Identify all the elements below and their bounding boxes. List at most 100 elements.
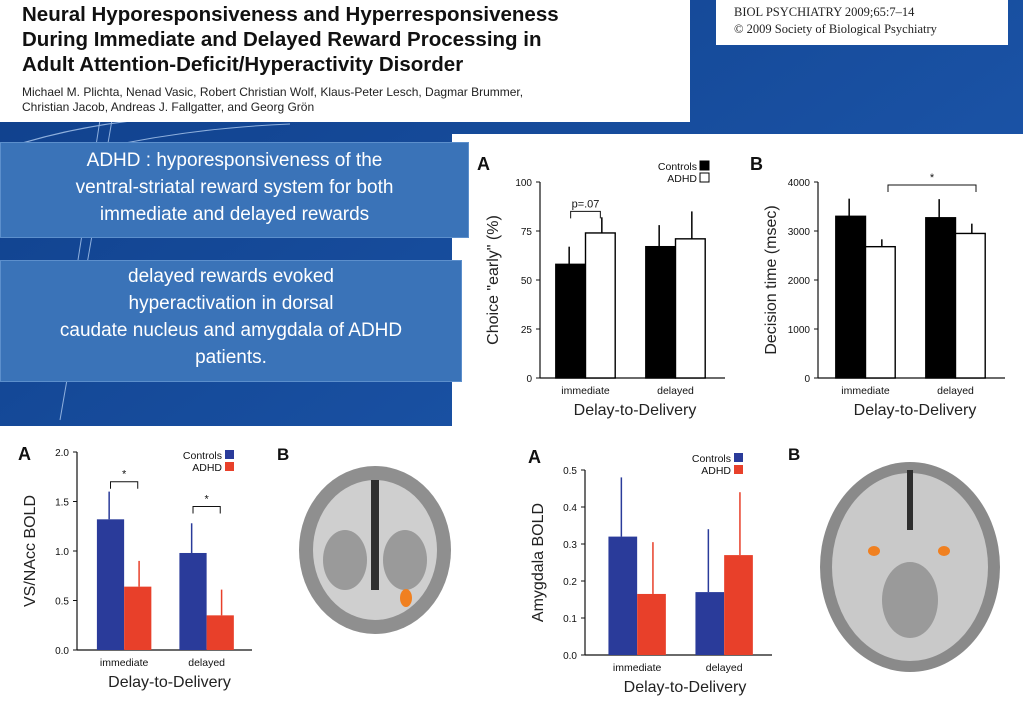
bar-adhd-delayed	[206, 615, 234, 650]
bar-adhd-delayed	[724, 555, 753, 655]
significance-bracket	[192, 505, 221, 514]
author-line: Christian Jacob, Andreas J. Fallgatter, …	[22, 100, 315, 114]
bar-controls-delayed	[925, 217, 957, 379]
significance-bracket	[887, 184, 977, 192]
y-tick-label: 0.4	[563, 503, 577, 514]
y-tick-label: 25	[521, 325, 533, 336]
significance-bracket	[570, 210, 601, 219]
x-axis-label: Delay-to-Delivery	[108, 674, 231, 691]
y-axis-label: VS/NAcc BOLD	[22, 495, 39, 607]
note-line: ventral-striatal reward system for both	[75, 177, 394, 198]
legend-label: ADHD	[701, 465, 731, 477]
panel-letter-b: B	[277, 445, 289, 464]
paper-authors: Michael M. Plichta, Nenad Vasic, Robert …	[22, 85, 682, 115]
bar-controls-delayed	[645, 245, 677, 379]
x-tick-label: immediate	[561, 385, 610, 397]
significance-label: p=.07	[572, 198, 600, 210]
y-tick-label: 0.2	[563, 577, 577, 588]
legend-swatch	[734, 453, 743, 462]
paper-title: Neural Hyporesponsiveness and Hyperrespo…	[22, 2, 687, 77]
bar-controls-delayed	[695, 592, 725, 655]
bar-adhd-immediate	[864, 245, 896, 379]
y-tick-label: 0	[526, 374, 532, 385]
brain-axial-image	[820, 462, 1000, 672]
y-tick-label: 0.1	[563, 614, 577, 625]
note-line: caudate nucleus and amygdala of ADHD	[59, 320, 403, 341]
x-tick-label: immediate	[841, 385, 890, 397]
y-tick-label: 0.0	[563, 651, 577, 662]
y-tick-label: 1.0	[55, 547, 69, 558]
x-axis-label: Delay-to-Delivery	[624, 679, 747, 696]
hyperactivation-note: delayed rewards evoked hyperactivation i…	[0, 260, 462, 382]
legend-label: Controls	[692, 453, 731, 465]
y-tick-label: 2.0	[55, 448, 69, 459]
bar-adhd-immediate	[637, 593, 666, 655]
y-tick-label: 2000	[788, 276, 811, 287]
bar-controls-immediate	[96, 519, 125, 650]
x-tick-label: immediate	[613, 662, 662, 674]
title-line: Neural Hyporesponsiveness and Hyperrespo…	[22, 3, 559, 26]
x-tick-label: delayed	[706, 662, 743, 674]
citation-box: BIOL PSYCHIATRY 2009;65:7–14 © 2009 Soci…	[716, 0, 1008, 45]
bar-adhd-immediate	[584, 232, 616, 379]
bar-controls-immediate	[835, 215, 867, 379]
bar-controls-immediate	[555, 263, 587, 379]
y-tick-label: 4000	[788, 178, 811, 189]
legend-swatch	[699, 160, 710, 171]
title-line: Adult Attention-Deficit/Hyperactivity Di…	[22, 53, 464, 76]
panel-letter-b: B	[788, 445, 800, 464]
bar-adhd-delayed	[954, 232, 986, 379]
y-axis-label: Amygdala BOLD	[530, 503, 547, 622]
title-line: During Immediate and Delayed Reward Proc…	[22, 28, 542, 51]
legend-swatch	[225, 450, 234, 459]
y-tick-label: 0.3	[563, 540, 577, 551]
note-line: delayed rewards evoked	[128, 266, 334, 287]
x-tick-label: immediate	[100, 657, 149, 669]
copyright-line: © 2009 Society of Biological Psychiatry	[734, 22, 937, 36]
legend-label: Controls	[658, 161, 697, 173]
panel-letter: B	[750, 154, 763, 174]
legend-swatch	[699, 172, 710, 183]
bar-controls-immediate	[608, 536, 638, 655]
y-axis-label: Choice "early" (%)	[485, 215, 502, 345]
note-line: ADHD : hyporesponsiveness of the	[86, 150, 383, 171]
legend-swatch	[734, 465, 743, 474]
y-tick-label: 75	[521, 227, 533, 238]
journal-citation: BIOL PSYCHIATRY 2009;65:7–14	[734, 5, 915, 19]
legend-label: ADHD	[192, 462, 222, 474]
author-line: Michael M. Plichta, Nenad Vasic, Robert …	[22, 85, 524, 99]
panel-letter: A	[528, 447, 541, 467]
legend-label: Controls	[183, 450, 222, 462]
note-line: hyperactivation in dorsal	[128, 293, 334, 314]
panel-letter: A	[477, 154, 490, 174]
y-tick-label: 100	[515, 178, 532, 189]
y-tick-label: 1000	[788, 325, 811, 336]
brain-coronal-image	[299, 466, 451, 634]
y-tick-label: 0	[804, 374, 810, 385]
significance-label: *	[930, 172, 935, 184]
x-axis-label: Delay-to-Delivery	[574, 402, 697, 419]
bar-adhd-immediate	[124, 586, 152, 650]
y-tick-label: 0.5	[55, 597, 69, 608]
x-tick-label: delayed	[657, 385, 694, 397]
significance-label: *	[204, 493, 209, 505]
y-tick-label: 3000	[788, 227, 811, 238]
y-axis-label: Decision time (msec)	[763, 205, 780, 354]
note-line: patients.	[195, 347, 267, 368]
significance-label: *	[122, 469, 127, 481]
legend-label: ADHD	[667, 173, 697, 185]
panel-letter: A	[18, 444, 31, 464]
paper-header: Neural Hyporesponsiveness and Hyperrespo…	[0, 0, 690, 122]
x-tick-label: delayed	[937, 385, 974, 397]
y-tick-label: 1.5	[55, 498, 69, 509]
note-line: immediate and delayed rewards	[99, 204, 370, 225]
bar-controls-delayed	[179, 552, 207, 650]
hyporesponsiveness-note: ADHD : hyporesponsiveness of the ventral…	[0, 142, 469, 238]
y-tick-label: 50	[521, 276, 533, 287]
legend-swatch	[225, 462, 234, 471]
x-axis-label: Delay-to-Delivery	[854, 402, 977, 419]
y-tick-label: 0.5	[563, 466, 577, 477]
significance-bracket	[110, 481, 139, 489]
bar-adhd-delayed	[674, 238, 706, 379]
